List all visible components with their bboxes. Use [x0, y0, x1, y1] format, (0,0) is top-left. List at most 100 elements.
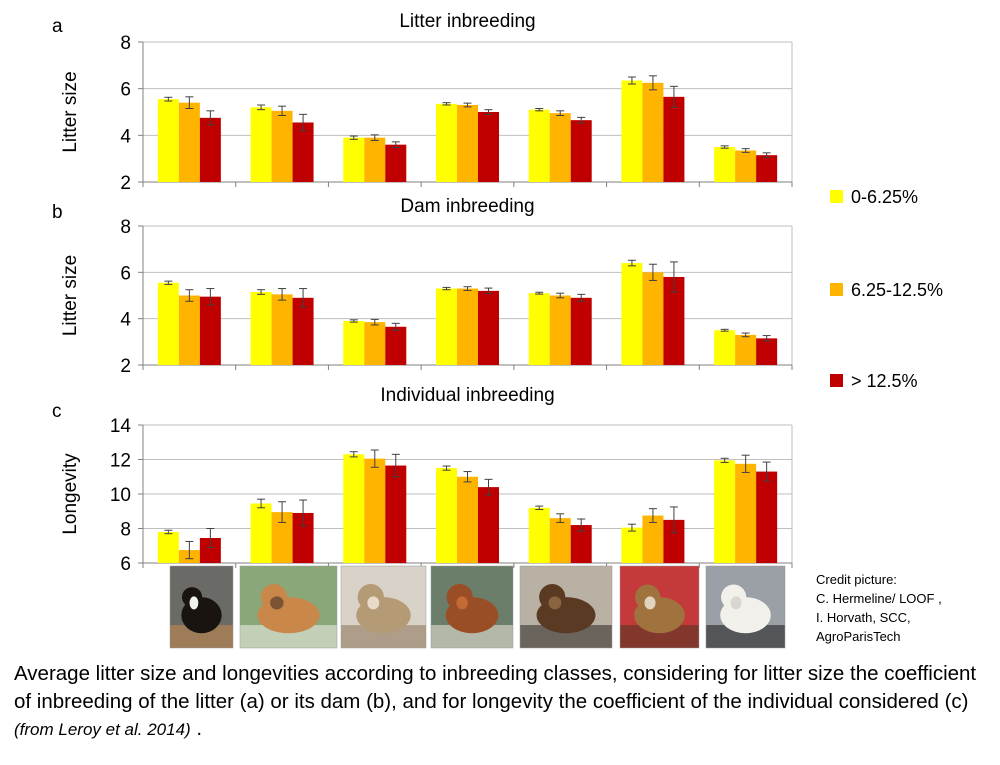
bar	[528, 293, 550, 365]
caption-end: .	[190, 717, 203, 740]
bar	[199, 117, 221, 182]
bar	[756, 471, 778, 563]
chart-panel-c: 6 8 10 12 14 Individual inbreeding c Longevity	[52, 385, 793, 575]
y-tick-label: 2	[120, 173, 131, 194]
bar	[621, 263, 643, 365]
legend-label: 6.25-12.5%	[851, 280, 943, 300]
bar	[292, 512, 314, 563]
photo-ground	[431, 625, 513, 648]
bar	[364, 137, 386, 182]
legend: 0-6.25% 6.25-12.5% > 12.5%	[830, 187, 943, 391]
breed-photo-basset-hound	[239, 565, 338, 649]
photo-frame	[239, 565, 338, 649]
bar	[385, 465, 407, 563]
photo-ground	[520, 625, 612, 648]
bar	[570, 525, 592, 563]
animal-marking	[270, 596, 284, 610]
photo-frame	[619, 565, 700, 649]
credit-line: Credit picture:	[816, 572, 897, 587]
bar	[478, 487, 499, 563]
figure-caption: Average litter size and longevities acco…	[14, 660, 989, 744]
bar	[714, 147, 736, 182]
bar	[478, 112, 499, 182]
bar	[663, 276, 685, 365]
y-tick-label: 6	[120, 554, 131, 575]
caption-text: Average litter size and longevities acco…	[14, 662, 977, 713]
y-tick-label: 6	[120, 263, 131, 284]
panel-letter: c	[52, 401, 62, 422]
legend-label: > 12.5%	[851, 371, 918, 391]
bar	[199, 296, 221, 365]
bar	[385, 326, 407, 365]
photo-frame	[169, 565, 234, 649]
photo-ground	[620, 625, 699, 648]
animal-marking	[367, 596, 380, 610]
photo-frame	[705, 565, 786, 649]
y-tick-label: 2	[120, 356, 131, 377]
bar	[292, 297, 314, 365]
y-tick-label: 8	[120, 33, 131, 54]
panel-letter: a	[52, 16, 63, 37]
bar	[250, 292, 272, 365]
bar	[157, 531, 179, 563]
bar	[364, 322, 386, 365]
breed-photo-cairn-terrier	[340, 565, 427, 649]
bar	[735, 334, 757, 365]
photo-ground	[341, 625, 426, 648]
legend-label: 0-6.25%	[851, 187, 918, 207]
panel-title: Litter inbreeding	[399, 11, 535, 32]
photo-ground	[170, 625, 233, 648]
y-tick-label: 10	[110, 485, 131, 506]
bar	[735, 463, 757, 563]
photo-ground	[240, 625, 337, 648]
bar	[199, 537, 221, 563]
bar	[642, 515, 664, 563]
bar	[570, 120, 592, 182]
bar	[528, 109, 550, 182]
panel-title: Dam inbreeding	[400, 196, 534, 217]
bar	[570, 297, 592, 365]
breed-photo-west-highland-white-terrier	[705, 565, 786, 649]
animal-marking	[548, 596, 562, 610]
chart-panel-a: 2 4 6 8 Litter inbreeding a Litter size	[52, 11, 793, 194]
bar	[157, 282, 179, 365]
breed-photo-leonberger	[619, 565, 700, 649]
bar	[271, 110, 293, 182]
bar	[735, 150, 757, 182]
bar	[436, 288, 457, 365]
bar	[385, 144, 407, 182]
bar	[621, 527, 643, 563]
bar	[621, 80, 643, 182]
bar	[343, 320, 365, 365]
bar	[292, 122, 314, 182]
bar	[178, 102, 200, 182]
y-axis-label: Litter size	[60, 71, 81, 152]
bar	[271, 294, 293, 365]
bar	[756, 338, 778, 365]
bar	[436, 468, 457, 563]
bar	[271, 512, 293, 563]
panel-letter: b	[52, 202, 63, 223]
breed-photo-cat	[519, 565, 613, 649]
photo-credit: Credit picture: C. Hermeline/ LOOF , I. …	[816, 570, 942, 646]
y-tick-label: 4	[120, 126, 131, 147]
bar	[478, 290, 499, 365]
y-tick-label: 14	[110, 416, 132, 437]
photo-frame	[340, 565, 427, 649]
credit-line: C. Hermeline/ LOOF ,	[816, 591, 942, 606]
credit-line: AgroParisTech	[816, 629, 901, 644]
bar	[756, 155, 778, 182]
bar	[663, 96, 685, 182]
bar	[549, 295, 571, 365]
bar	[157, 99, 179, 182]
bar	[457, 288, 478, 365]
breed-photo-bernese-mountain-dog	[169, 565, 234, 649]
chart-panel-b: 2 4 6 8 Dam inbreeding b Litter size	[52, 196, 793, 377]
bar	[436, 103, 457, 182]
animal-marking	[644, 596, 656, 610]
photo-frame	[430, 565, 514, 649]
legend-swatch	[830, 190, 843, 203]
caption-source: (from Leroy et al. 2014)	[14, 720, 191, 739]
bar	[457, 476, 478, 563]
